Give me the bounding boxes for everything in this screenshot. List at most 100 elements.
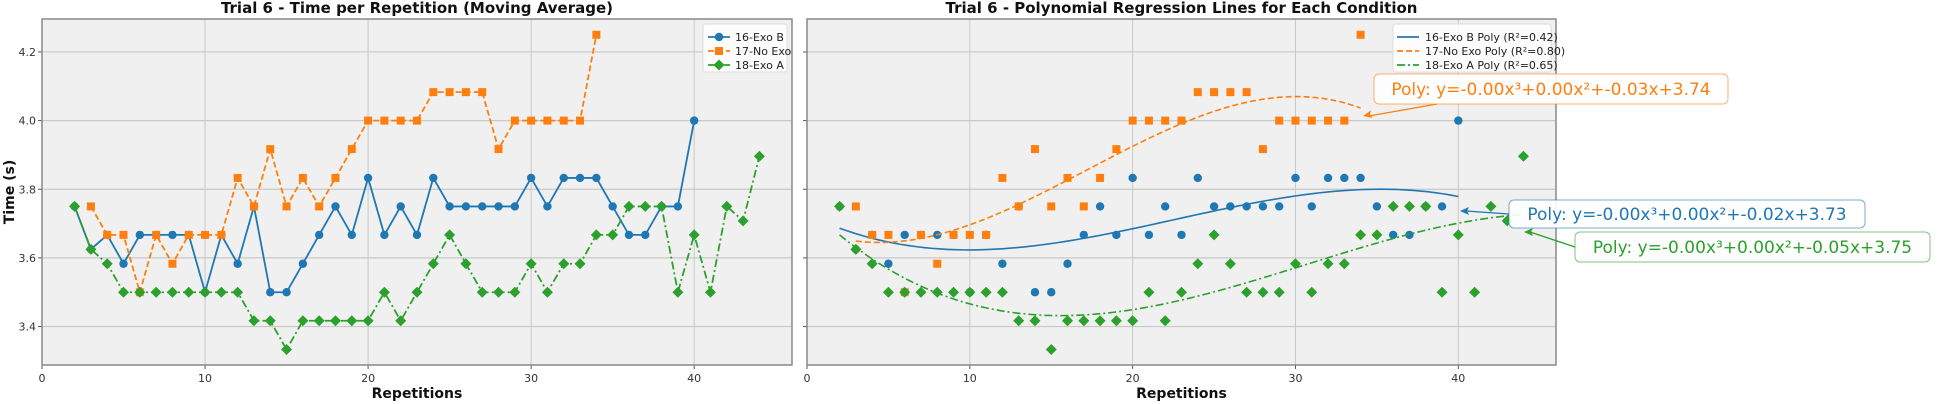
data-point: [184, 230, 193, 239]
data-point: [346, 315, 358, 327]
data-point: [298, 259, 308, 268]
data-point: [461, 88, 470, 97]
legend-item: 18-Exo A: [708, 59, 784, 72]
data-point: [364, 116, 373, 125]
data-point: [1143, 286, 1155, 298]
data-point: [494, 145, 503, 154]
data-point: [103, 230, 112, 239]
data-point: [576, 116, 585, 125]
data-point: [101, 258, 113, 270]
data-point: [395, 315, 407, 327]
data-point: [915, 286, 927, 298]
data-point: [166, 286, 178, 298]
data-point: [199, 286, 211, 298]
data-point: [429, 173, 438, 183]
y-tick-label: 3.8: [19, 183, 37, 196]
data-point: [313, 315, 325, 327]
data-point: [444, 229, 456, 241]
data-point: [753, 150, 765, 162]
data-point: [526, 173, 536, 183]
data-point: [980, 286, 992, 298]
data-point: [315, 202, 324, 211]
data-point: [1110, 315, 1122, 327]
data-point: [882, 286, 894, 298]
data-point: [1063, 173, 1072, 182]
legend-label: 16-Exo B Poly (R²=0.42): [1425, 31, 1558, 44]
data-point: [672, 286, 684, 298]
x-tick-label: 0: [804, 372, 811, 385]
data-point: [1144, 116, 1153, 125]
legend-label: 16-Exo B: [735, 31, 784, 44]
data-point: [1226, 88, 1235, 97]
x-tick-label: 20: [1126, 372, 1140, 385]
data-point: [884, 230, 893, 239]
data-point: [656, 200, 668, 212]
scatter-18-exo-a: [834, 150, 1529, 356]
data-point: [998, 259, 1007, 268]
annotation-box: [1574, 231, 1931, 263]
y-tick-label: 4.0: [19, 115, 37, 128]
legend: 16-Exo B Poly (R²=0.42)17-No Exo Poly (R…: [1392, 23, 1565, 73]
data-point: [380, 230, 389, 240]
arrow-head-icon: [1460, 207, 1469, 215]
plot-border: [806, 18, 1557, 366]
data-point: [982, 230, 991, 239]
data-point: [1356, 30, 1365, 39]
data-point: [574, 258, 586, 270]
data-point: [1030, 145, 1039, 154]
data-point: [1452, 229, 1464, 241]
data-point: [1096, 173, 1105, 182]
annotation-arrow: [1465, 210, 1510, 215]
data-point: [1356, 173, 1365, 183]
data-point: [119, 230, 128, 239]
y-axis-label: Time (s): [2, 160, 18, 224]
equation-annotation: Poly: y=-0.00x³+0.00x²+-0.03x+3.74: [1363, 73, 1729, 119]
data-point: [1063, 259, 1072, 268]
data-point: [688, 229, 700, 241]
data-point: [329, 315, 341, 327]
data-point: [916, 230, 925, 239]
data-point: [445, 202, 454, 211]
regression-line: [839, 213, 1524, 317]
data-point: [1210, 88, 1219, 97]
data-point: [1517, 150, 1529, 162]
data-point: [1047, 202, 1056, 211]
data-point: [1273, 286, 1285, 298]
data-point: [1469, 286, 1481, 298]
data-point: [1209, 202, 1219, 211]
data-point: [1161, 116, 1170, 125]
data-point: [412, 230, 422, 240]
data-point: [1420, 200, 1432, 212]
legend-label: 17-No Exo: [735, 45, 792, 58]
data-point: [1094, 315, 1106, 327]
data-point: [834, 200, 846, 212]
data-point: [737, 215, 749, 227]
x-axis-label: Repetitions: [372, 386, 463, 402]
data-point: [150, 286, 162, 298]
data-point: [1029, 315, 1041, 327]
data-point: [411, 286, 423, 298]
x-axis-label: Repetitions: [1136, 386, 1227, 402]
data-point: [363, 173, 373, 183]
annotation-text: Poly: y=-0.00x³+0.00x²+-0.03x+3.74: [1391, 80, 1710, 100]
data-point: [233, 259, 242, 268]
data-point: [347, 230, 356, 240]
data-point: [476, 286, 488, 298]
data-point: [1338, 258, 1350, 270]
data-point: [1177, 230, 1186, 240]
data-point: [201, 230, 210, 239]
data-point: [86, 202, 95, 211]
data-point: [1307, 116, 1316, 125]
data-point: [868, 230, 877, 239]
y-tick-label: 4.2: [19, 46, 37, 59]
data-point: [592, 30, 601, 39]
data-point: [543, 202, 552, 211]
data-point: [592, 173, 601, 183]
data-point: [575, 173, 585, 183]
data-point: [1291, 173, 1300, 183]
plot-border: [41, 18, 793, 366]
data-point: [493, 286, 505, 298]
data-point: [427, 258, 439, 270]
data-point: [264, 315, 276, 327]
